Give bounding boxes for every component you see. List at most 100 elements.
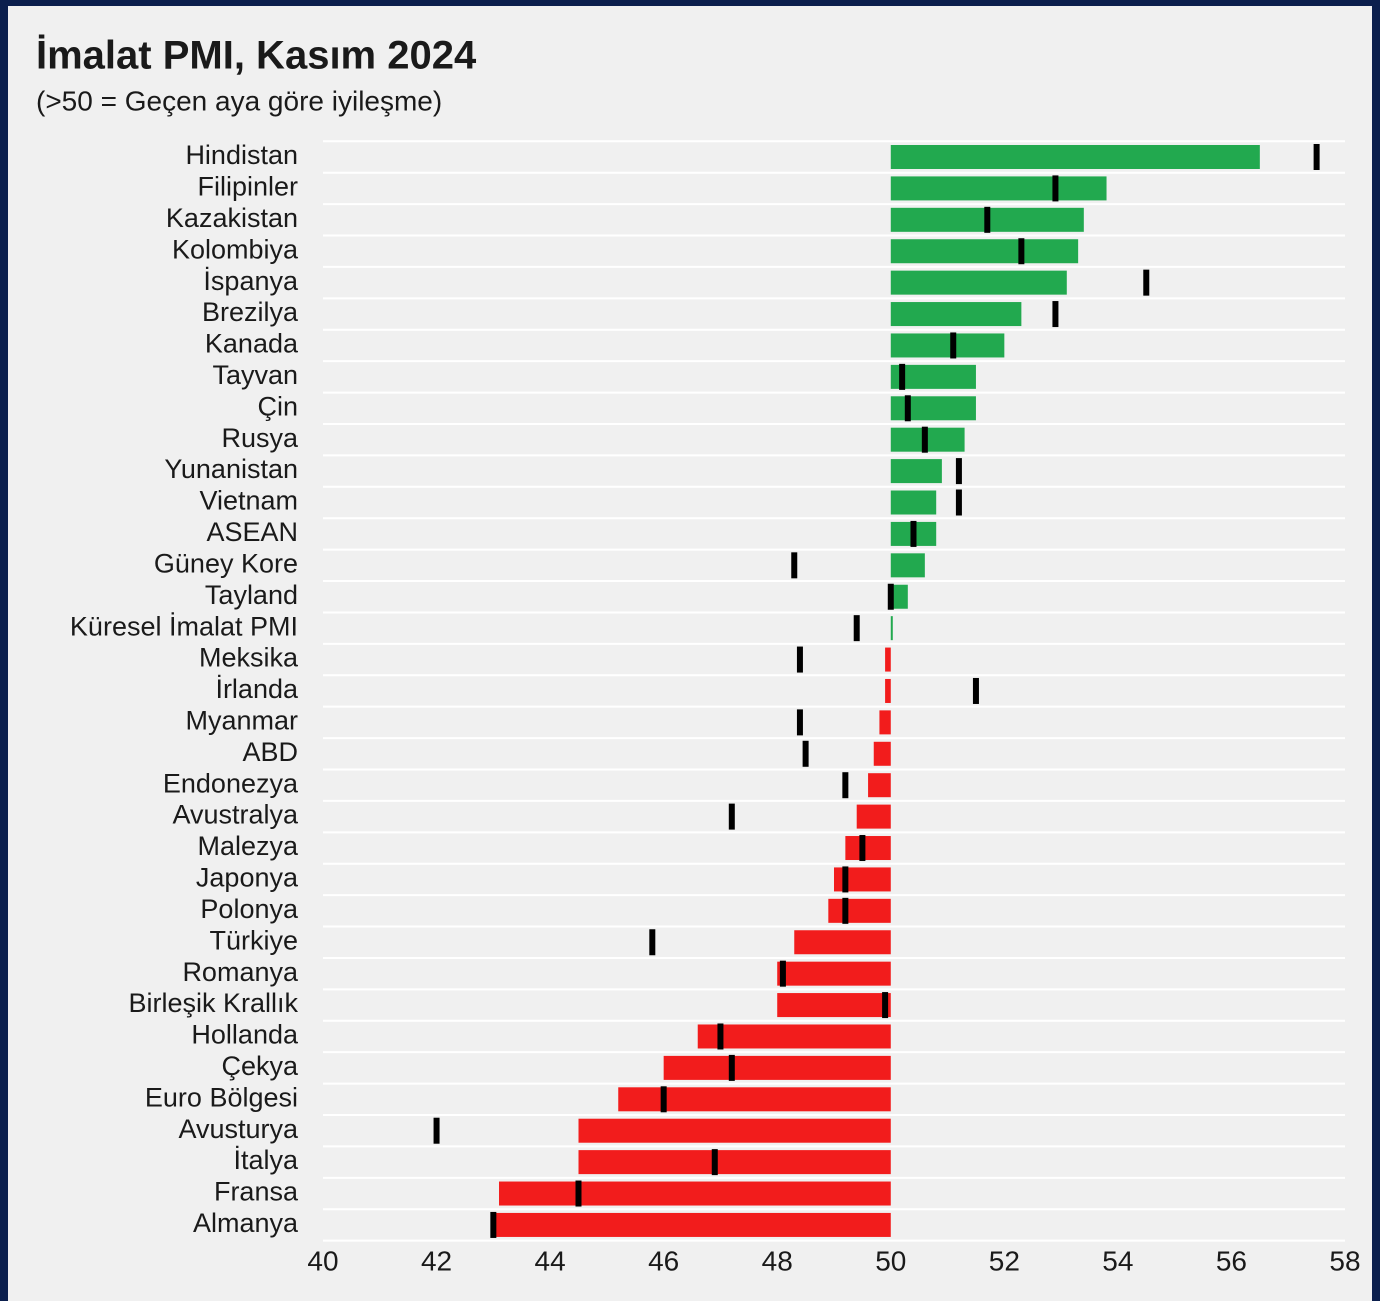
chart-title: İmalat PMI, Kasım 2024 [36,34,477,78]
y-tick-label: Güney Kore [154,548,298,578]
y-tick-label: Japonya [196,863,299,893]
y-tick-label: Küresel İmalat PMI [70,610,298,641]
previous-marker [955,489,962,516]
bar [890,616,893,641]
previous-marker [728,803,735,830]
previous-marker [972,677,979,704]
bar [890,584,908,609]
y-tick-label: Tayland [205,580,298,610]
previous-marker [842,897,849,924]
previous-marker [649,929,656,956]
y-tick-label: İrlanda [215,673,299,704]
bar [885,647,891,672]
y-tick-label: Rusya [221,423,299,453]
y-tick-label: Filipinler [197,172,298,202]
bar [499,1181,891,1206]
y-tick-label: Hollanda [191,1020,299,1050]
bar [697,1024,891,1049]
previous-marker [717,1023,724,1050]
x-tick-label: 56 [1216,1245,1247,1276]
y-tick-label: Türkiye [209,925,298,955]
y-tick-label: Romanya [182,957,299,987]
y-tick-label: Euro Bölgesi [145,1082,298,1112]
y-tick-label: Yunanistan [164,454,298,484]
y-tick-label: ASEAN [206,517,298,547]
bar [890,176,1107,201]
y-tick-label: Endonezya [163,768,299,798]
previous-marker [842,772,849,799]
bar [828,898,891,923]
y-tick-label: Vietnam [199,486,298,516]
previous-marker [1313,144,1320,170]
bar [890,270,1067,295]
y-tick-label: Almanya [193,1208,299,1238]
previous-marker [853,615,860,642]
bar [777,961,891,986]
y-tick-label: Myanmar [185,706,298,736]
previous-marker [950,332,957,359]
previous-marker [882,992,889,1019]
x-tick-label: 44 [535,1245,566,1276]
y-tick-label: Kazakistan [166,203,298,233]
y-tick-label: İtalya [233,1144,299,1175]
bar [890,239,1079,264]
panel [8,6,1372,1301]
bar [845,836,891,861]
previous-marker [1052,175,1059,202]
y-tick-label: Fransa [214,1177,299,1207]
y-tick-label: Kanada [205,329,299,359]
bar [873,741,891,766]
bar [885,678,891,703]
previous-marker [791,552,798,579]
previous-marker [728,1054,735,1081]
previous-marker [921,426,928,453]
y-tick-label: ABD [242,737,298,767]
previous-marker [660,1086,667,1113]
bar [868,773,891,798]
previous-marker [711,1149,718,1176]
previous-marker [802,740,809,767]
bar [856,804,891,829]
previous-marker [899,363,906,390]
previous-marker [955,458,962,485]
y-tick-label: Avusturya [178,1114,299,1144]
previous-marker [887,583,894,610]
bar [777,993,891,1018]
previous-marker [575,1180,582,1207]
bar [890,490,937,515]
bar [493,1212,891,1237]
previous-marker [904,395,911,422]
y-tick-label: Malezya [197,831,299,861]
previous-marker [859,835,866,862]
y-tick-label: İspanya [203,265,299,296]
previous-marker [842,866,849,893]
previous-marker [490,1211,497,1238]
y-tick-label: Hindistan [185,140,298,170]
bar [618,1087,891,1112]
bar [578,1118,891,1143]
y-tick-label: Birleşik Krallık [128,988,298,1018]
previous-marker [796,646,803,673]
y-tick-label: Brezilya [202,297,299,327]
previous-marker [1143,269,1150,296]
bar [890,459,942,484]
bar [879,710,891,735]
y-tick-label: Tayvan [212,360,298,390]
x-tick-label: 58 [1329,1245,1360,1276]
previous-marker [796,709,803,736]
bar [890,302,1022,327]
y-tick-label: Çin [257,391,298,421]
y-tick-label: Çekya [221,1051,299,1081]
y-tick-label: Meksika [199,643,299,673]
y-tick-label: Polonya [200,894,299,924]
x-tick-label: 42 [421,1245,452,1276]
previous-marker [984,206,991,233]
x-tick-label: 46 [648,1245,679,1276]
x-tick-label: 50 [875,1245,906,1276]
chart-subtitle: (>50 = Geçen aya göre iyileşme) [36,85,442,116]
y-tick-label: Avustralya [172,800,299,830]
previous-marker [433,1117,440,1144]
bar [890,333,1005,358]
x-tick-label: 52 [989,1245,1020,1276]
